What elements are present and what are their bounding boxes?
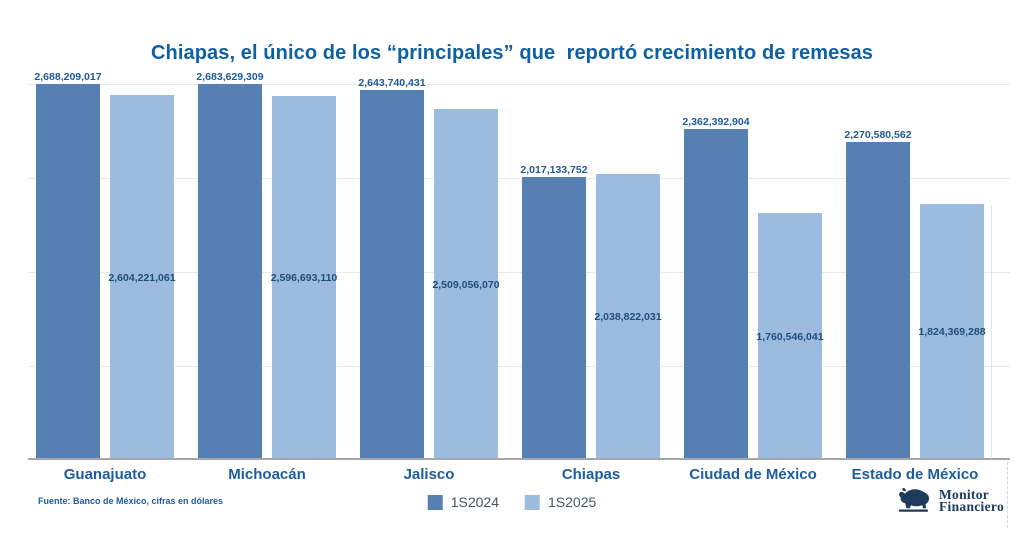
legend-label-1s2025: 1S2025 xyxy=(548,494,597,510)
bar-value-label-1s2025-michoacan: 2,596,693,110 xyxy=(270,272,338,284)
dashed-edge-line xyxy=(1007,462,1008,528)
bar-value-label-1s2024-jalisco: 2,643,740,431 xyxy=(358,77,426,89)
plot-right-edge-line xyxy=(991,205,992,460)
bar-value-label-1s2024-michoacan: 2,683,629,309 xyxy=(196,71,264,83)
x-axis-label-jalisco: Jalisco xyxy=(403,466,455,483)
legend-label-1s2024: 1S2024 xyxy=(450,494,499,510)
bar-1s2024-michoacan xyxy=(198,84,262,458)
bar-1s2025-ciudad-de-mexico xyxy=(758,213,822,458)
bar-value-label-1s2025-ciudad-de-mexico: 1,760,546,041 xyxy=(756,330,824,343)
logo-line1: Monitor xyxy=(939,486,990,502)
bar-1s2025-guanajuato xyxy=(110,95,174,458)
gridline xyxy=(28,366,1010,367)
bar-value-label-1s2025-estado-de-mexico: 1,824,369,288 xyxy=(918,326,986,338)
bar-value-label-1s2025-jalisco: 2,509,056,070 xyxy=(432,278,500,291)
bar-1s2025-chiapas xyxy=(596,174,660,458)
bull-icon xyxy=(897,486,935,516)
legend-item-1s2025: 1S2025 xyxy=(525,494,596,510)
bar-1s2024-jalisco xyxy=(360,90,424,458)
x-axis-label-michoacan: Michoacán xyxy=(228,466,306,483)
logo-text: Monitor Financiero xyxy=(939,486,1004,514)
x-axis-label-guanajuato: Guanajuato xyxy=(63,466,147,483)
bar-value-label-1s2025-chiapas: 2,038,822,031 xyxy=(594,311,662,323)
bar-value-label-1s2024-ciudad-de-mexico: 2,362,392,904 xyxy=(682,116,750,128)
x-axis-label-estado-de-mexico: Estado de México xyxy=(851,466,979,483)
source-note: Fuente: Banco de México, cifras en dólar… xyxy=(38,496,224,506)
legend-item-1s2024: 1S2024 xyxy=(427,494,499,510)
bar-1s2024-ciudad-de-mexico xyxy=(684,129,748,458)
bar-1s2024-guanajuato xyxy=(36,84,100,458)
legend-swatch-1s2024 xyxy=(427,494,443,510)
plot-area: 2,688,209,017 2,604,221,061 2,683,629,309 2… xyxy=(28,71,1010,460)
bar-value-label-1s2024-estado-de-mexico: 2,270,580,562 xyxy=(844,129,912,141)
legend-swatch-1s2025 xyxy=(525,494,540,510)
gridline xyxy=(28,272,1010,273)
x-axis: Guanajuato Michoacán Jalisco Chiapas Ciudad … xyxy=(0,466,1024,488)
bar-value-label-1s2024-guanajuato: 2,688,209,017 xyxy=(34,71,102,83)
bar-value-label-1s2025-guanajuato: 2,604,221,061 xyxy=(108,271,176,284)
bar-1s2025-michoacan xyxy=(272,96,336,458)
gridline xyxy=(28,178,1010,179)
chart-title: Chiapas, el único de los “principales” q… xyxy=(150,42,874,64)
monitor-financiero-logo: Monitor Financiero xyxy=(897,486,1004,516)
bar-1s2024-chiapas xyxy=(522,177,586,458)
bar-1s2025-estado-de-mexico xyxy=(920,204,984,458)
x-axis-label-ciudad-de-mexico: Ciudad de México xyxy=(689,466,817,483)
gridline xyxy=(28,84,1010,85)
bar-1s2025-jalisco xyxy=(434,109,498,458)
bar-1s2024-estado-de-mexico xyxy=(846,142,910,458)
bar-value-label-1s2024-chiapas: 2,017,133,752 xyxy=(520,164,588,176)
x-axis-label-chiapas: Chiapas xyxy=(561,466,621,483)
legend: 1S2024 1S2025 xyxy=(427,494,596,510)
logo-line2: Financiero xyxy=(939,499,1004,514)
